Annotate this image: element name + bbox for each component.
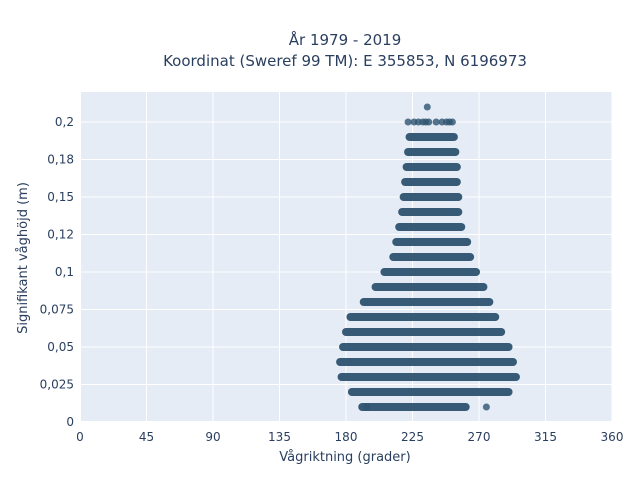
x-tick-label: 45	[139, 430, 154, 444]
chart-title-line-1: År 1979 - 2019	[289, 30, 402, 49]
data-markers	[336, 103, 520, 411]
data-point	[425, 118, 433, 126]
x-tick-label: 270	[468, 430, 491, 444]
y-tick-label: 0,15	[47, 190, 74, 204]
y-tick-label: 0,12	[47, 228, 74, 242]
y-tick-label: 0,05	[47, 340, 74, 354]
y-tick-label: 0	[66, 415, 74, 429]
data-point	[423, 103, 431, 111]
x-tick-label: 315	[534, 430, 557, 444]
y-tick-label: 0,1	[55, 265, 74, 279]
data-point	[432, 118, 440, 126]
y-tick-label: 0,2	[55, 115, 74, 129]
data-point	[448, 118, 456, 126]
x-tick-label: 135	[268, 430, 291, 444]
data-point	[363, 403, 371, 411]
x-tick-label: 90	[205, 430, 220, 444]
y-tick-label: 0,18	[47, 153, 74, 167]
x-tick-label: 180	[335, 430, 358, 444]
y-tick-label: 0,025	[40, 378, 74, 392]
data-point	[482, 403, 490, 411]
x-tick-label: 360	[601, 430, 624, 444]
y-tick-label: 0,075	[40, 303, 74, 317]
x-tick-label: 0	[76, 430, 84, 444]
chart-title-line-2: Koordinat (Sweref 99 TM): E 355853, N 61…	[163, 52, 527, 70]
x-tick-label: 225	[401, 430, 424, 444]
y-axis-title: Signifikant våghöjd (m)	[16, 182, 31, 334]
data-point	[404, 118, 412, 126]
x-axis-title: Vågriktning (grader)	[279, 450, 410, 465]
axis-ticks: 0 45 90 135 180 225 270 315 360 0 0,025 0,05 0,075 0,…	[40, 115, 624, 444]
